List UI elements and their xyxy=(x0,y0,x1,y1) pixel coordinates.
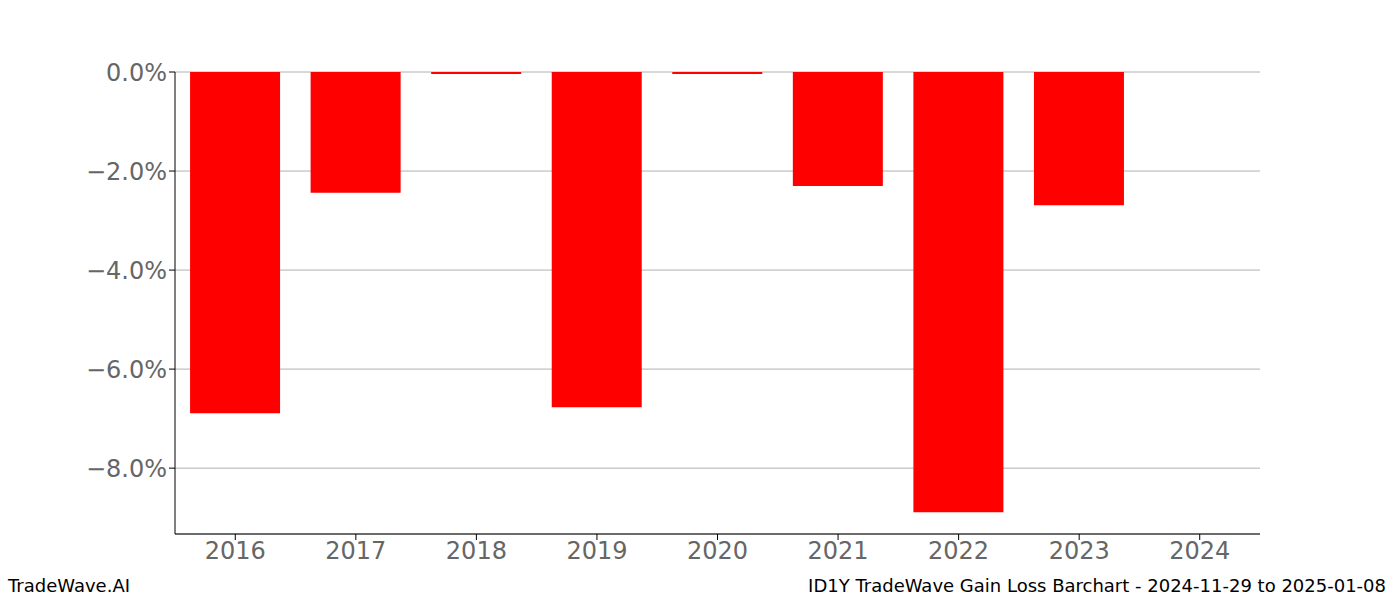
svg-text:2019: 2019 xyxy=(566,537,627,565)
svg-text:−2.0%: −2.0% xyxy=(86,158,167,186)
html-text:TradeWave.AI: TradeWave.AI xyxy=(8,575,130,596)
svg-text:0.0%: 0.0% xyxy=(106,59,167,87)
html-text:ID1Y TradeWave Gain Loss Barch: ID1Y TradeWave Gain Loss Barchart - 2024… xyxy=(808,575,1386,596)
svg-text:2017: 2017 xyxy=(325,537,386,565)
svg-text:2020: 2020 xyxy=(687,537,748,565)
svg-text:2024: 2024 xyxy=(1169,537,1230,565)
svg-text:2023: 2023 xyxy=(1049,537,1110,565)
svg-text:2018: 2018 xyxy=(446,537,507,565)
svg-text:2022: 2022 xyxy=(928,537,989,565)
svg-text:−8.0%: −8.0% xyxy=(86,455,167,483)
svg-text:2021: 2021 xyxy=(808,537,869,565)
svg-text:2016: 2016 xyxy=(205,537,266,565)
svg-text:−6.0%: −6.0% xyxy=(86,356,167,384)
svg-text:−4.0%: −4.0% xyxy=(86,257,167,285)
